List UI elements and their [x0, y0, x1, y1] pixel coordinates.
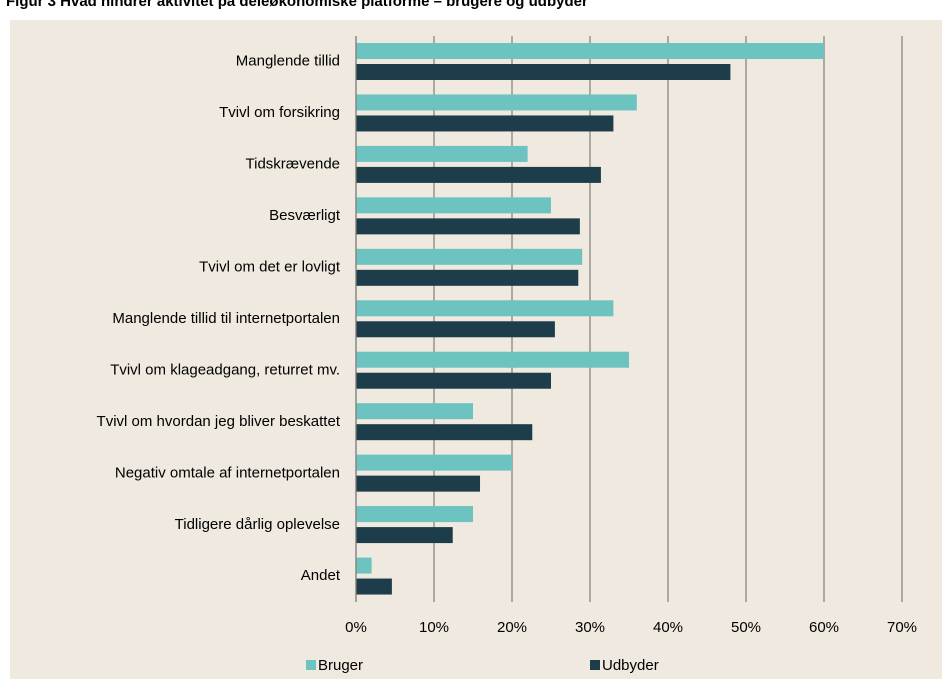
- bar: [356, 197, 551, 214]
- bar: [356, 351, 629, 368]
- bar: [356, 403, 473, 420]
- bar: [356, 94, 637, 111]
- bar: [356, 269, 579, 286]
- bar: [356, 372, 551, 389]
- bar: [356, 300, 614, 317]
- y-tick-label: Besværligt: [269, 207, 341, 224]
- bar: [356, 506, 473, 523]
- bar: [356, 475, 481, 492]
- legend-label: Udbyder: [602, 657, 659, 674]
- bar: [356, 557, 372, 574]
- y-tick-label: Tvivl om forsikring: [219, 104, 340, 121]
- legend-swatch: [306, 660, 316, 670]
- x-tick-label: 20%: [497, 619, 527, 636]
- x-tick-label: 70%: [887, 619, 917, 636]
- bar: [356, 115, 614, 132]
- y-tick-label: Tvivl om hvordan jeg bliver beskattet: [97, 413, 341, 430]
- y-tick-label: Negativ omtale af internetportalen: [115, 464, 340, 481]
- y-tick-label: Andet: [301, 567, 341, 584]
- bar: [356, 218, 580, 235]
- legend-label: Bruger: [318, 657, 363, 674]
- bar: [356, 166, 601, 183]
- bar: [356, 527, 453, 544]
- x-tick-label: 60%: [809, 619, 839, 636]
- x-tick-label: 40%: [653, 619, 683, 636]
- x-tick-label: 0%: [345, 619, 367, 636]
- bar: [356, 578, 392, 595]
- bar: [356, 454, 512, 471]
- y-tick-label: Manglende tillid til internetportalen: [112, 310, 340, 327]
- x-tick-label: 30%: [575, 619, 605, 636]
- x-tick-label: 10%: [419, 619, 449, 636]
- y-tick-label: Tvivl om klageadgang, returret mv.: [110, 361, 340, 378]
- y-tick-label: Tidligere dårlig oplevelse: [175, 516, 340, 533]
- y-tick-label: Manglende tillid: [236, 53, 340, 70]
- bar: [356, 64, 731, 80]
- legend-swatch: [590, 660, 600, 670]
- bar: [356, 248, 583, 265]
- y-tick-label: Tidskrævende: [246, 156, 340, 173]
- bar: [356, 424, 533, 441]
- chart-title: Figur 3 Hvad hindrer aktivitet på deleøk…: [6, 0, 588, 10]
- x-tick-label: 50%: [731, 619, 761, 636]
- bar: [356, 145, 528, 162]
- y-tick-label: Tvivl om det er lovligt: [199, 259, 341, 276]
- bar: [356, 321, 555, 338]
- bar: [356, 43, 824, 59]
